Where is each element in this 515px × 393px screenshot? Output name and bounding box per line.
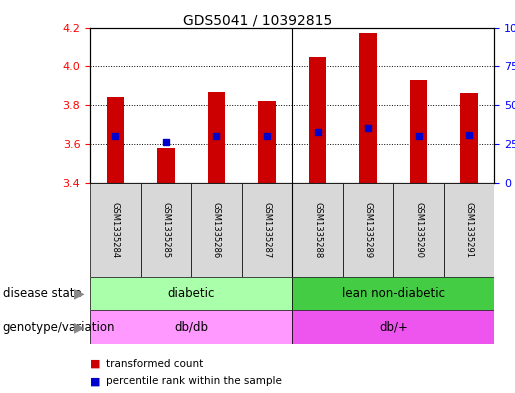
- Bar: [293, 183, 343, 277]
- Bar: [293, 277, 494, 310]
- Text: genotype/variation: genotype/variation: [3, 321, 115, 334]
- Text: lean non-diabetic: lean non-diabetic: [342, 287, 445, 300]
- Bar: [90, 183, 141, 277]
- Text: db/+: db/+: [379, 321, 408, 334]
- Bar: [258, 101, 276, 183]
- Bar: [343, 183, 393, 277]
- Bar: [141, 183, 191, 277]
- Text: GSM1335286: GSM1335286: [212, 202, 221, 258]
- Text: db/db: db/db: [174, 321, 208, 334]
- Text: GSM1335290: GSM1335290: [414, 202, 423, 258]
- Bar: [460, 94, 478, 183]
- Text: transformed count: transformed count: [106, 358, 203, 369]
- Bar: [107, 97, 124, 183]
- Bar: [393, 183, 444, 277]
- Text: GSM1335287: GSM1335287: [263, 202, 271, 258]
- Text: percentile rank within the sample: percentile rank within the sample: [106, 376, 282, 386]
- Text: GSM1335284: GSM1335284: [111, 202, 120, 258]
- Text: GSM1335285: GSM1335285: [161, 202, 170, 258]
- Text: GSM1335289: GSM1335289: [364, 202, 372, 258]
- Text: GSM1335291: GSM1335291: [465, 202, 474, 258]
- Bar: [191, 183, 242, 277]
- Bar: [308, 57, 327, 183]
- Bar: [444, 183, 494, 277]
- Bar: [359, 33, 377, 183]
- Text: ▶: ▶: [74, 287, 85, 301]
- Bar: [208, 92, 225, 183]
- Bar: [90, 310, 293, 344]
- Bar: [90, 277, 293, 310]
- Text: ■: ■: [90, 376, 100, 386]
- Text: GSM1335288: GSM1335288: [313, 202, 322, 258]
- Bar: [242, 183, 293, 277]
- Bar: [157, 148, 175, 183]
- Bar: [410, 80, 427, 183]
- Text: ▶: ▶: [74, 320, 85, 334]
- Bar: [293, 310, 494, 344]
- Text: disease state: disease state: [3, 287, 81, 300]
- Text: GDS5041 / 10392815: GDS5041 / 10392815: [183, 14, 332, 28]
- Text: ■: ■: [90, 358, 100, 369]
- Text: diabetic: diabetic: [167, 287, 215, 300]
